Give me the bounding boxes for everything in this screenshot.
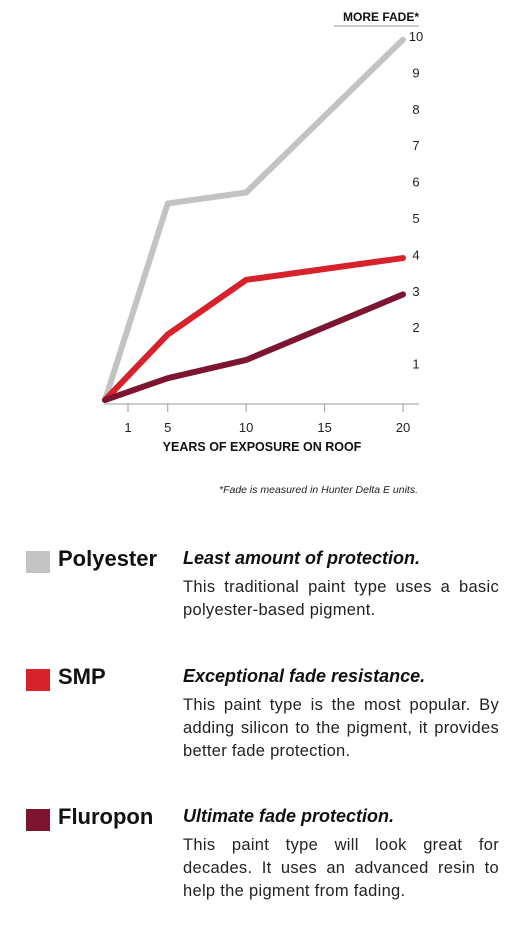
x-tick-labels: 1 5 10 15 20 <box>124 404 410 435</box>
legend-name: Polyester <box>58 546 158 571</box>
legend-description: This paint type is the most popular. By … <box>183 696 499 760</box>
legend-description: This paint type will look great for deca… <box>183 836 499 900</box>
fade-footnote: *Fade is measured in Hunter Delta E unit… <box>218 484 418 496</box>
y-tick-label: 8 <box>412 102 419 117</box>
x-tick-label: 10 <box>239 420 253 435</box>
y-tick-label: 2 <box>412 320 419 335</box>
series-line-polyester <box>102 36 406 403</box>
y-tick-label: 5 <box>412 211 419 226</box>
y-tick-label: 7 <box>412 138 419 153</box>
y-tick-label: 4 <box>412 247 419 262</box>
legend-title: Ultimate fade protection. <box>183 806 395 826</box>
y-tick-label: 9 <box>412 65 419 80</box>
y-tick-label: 3 <box>412 284 419 299</box>
x-tick-label: 1 <box>124 420 131 435</box>
fluropon-swatch <box>26 809 50 831</box>
legend-description: This traditional paint type uses a basic… <box>183 578 499 619</box>
y-tick-label: 1 <box>412 357 419 372</box>
smp-swatch <box>26 669 50 691</box>
x-tick-label: 15 <box>317 420 331 435</box>
series-line-fluropon <box>102 291 406 403</box>
polyester-swatch <box>26 551 50 573</box>
y-axis-label: MORE FADE* <box>343 10 419 24</box>
legend-title: Least amount of protection. <box>183 548 421 568</box>
y-tick-label: 6 <box>412 175 419 190</box>
y-tick-labels: 1 2 3 4 5 6 7 8 9 10 <box>409 29 423 372</box>
series-line-smp <box>102 255 406 403</box>
x-tick-label: 5 <box>164 420 171 435</box>
series-layer <box>102 36 406 403</box>
y-tick-label: 10 <box>409 29 423 44</box>
x-tick-label: 20 <box>396 420 410 435</box>
legend-name: Fluropon <box>58 804 154 829</box>
x-axis-label: YEARS OF EXPOSURE ON ROOF <box>163 440 362 454</box>
legend-title: Exceptional fade resistance. <box>183 666 426 686</box>
legend-name: SMP <box>58 664 106 689</box>
